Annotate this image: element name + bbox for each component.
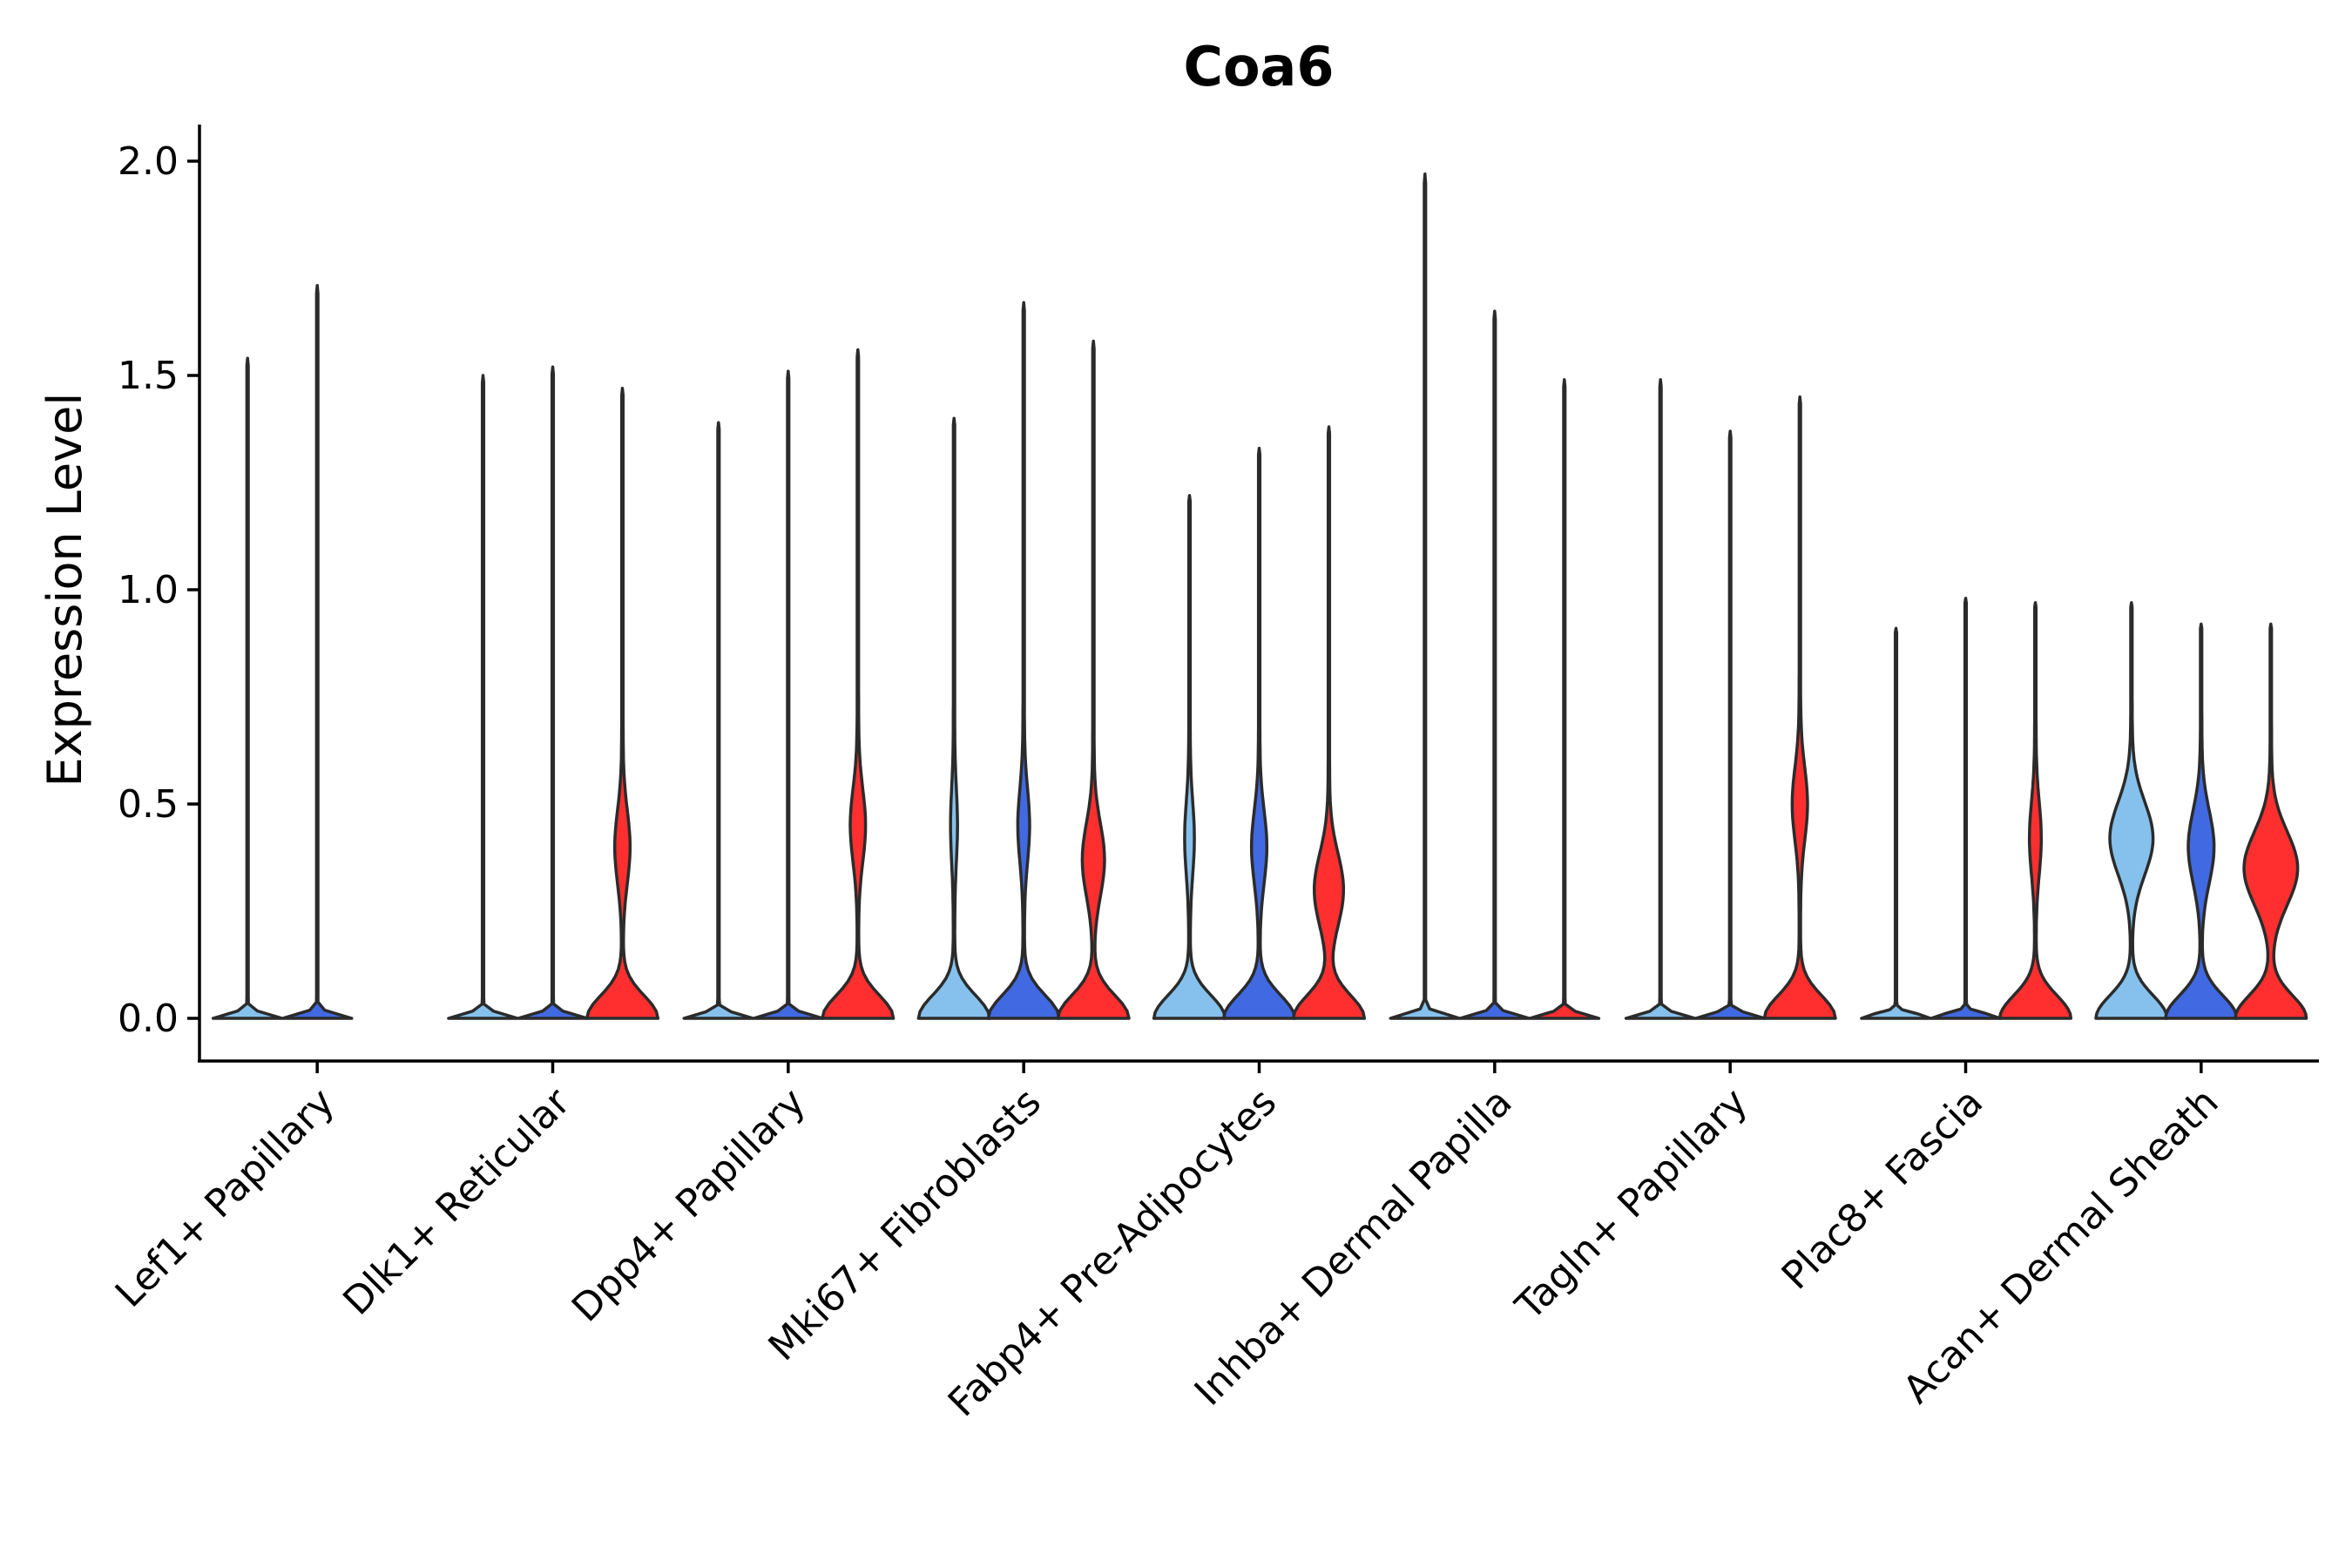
violin-8-2 xyxy=(1930,597,2002,1020)
x-tick-label: Dlk1+ Reticular xyxy=(335,1079,579,1324)
violin-4-3 xyxy=(1056,339,1131,1020)
violin-2-2 xyxy=(517,365,589,1020)
y-ticks: 0.0 0.5 1.0 1.5 2.0 xyxy=(118,139,199,1041)
violin-2-1 xyxy=(447,374,519,1020)
chart-title: Coa6 xyxy=(1183,35,1334,98)
violin-layer xyxy=(211,172,2308,1020)
violin-2-3 xyxy=(585,387,660,1020)
violin-7-2 xyxy=(1693,429,1767,1020)
violin-1-1 xyxy=(211,356,284,1020)
y-tick-label: 1.0 xyxy=(118,568,179,612)
violin-3-3 xyxy=(821,348,896,1020)
violin-7-3 xyxy=(1762,395,1837,1020)
x-tick-label: Lef1+ Papillary xyxy=(107,1080,343,1316)
y-tick-label: 0.5 xyxy=(118,782,179,827)
violin-8-3 xyxy=(1997,601,2073,1020)
violin-4-1 xyxy=(916,416,991,1020)
y-tick-label: 1.5 xyxy=(118,354,179,398)
violin-6-1 xyxy=(1389,172,1462,1020)
violin-6-3 xyxy=(1528,378,1601,1020)
violin-3-1 xyxy=(682,421,755,1020)
violin-3-2 xyxy=(752,369,825,1020)
violin-8-1 xyxy=(1860,626,1932,1020)
violin-9-3 xyxy=(2234,622,2308,1020)
violin-1-2 xyxy=(280,283,354,1020)
violin-9-1 xyxy=(2094,601,2169,1020)
y-tick-label: 2.0 xyxy=(118,139,179,184)
violin-5-2 xyxy=(1221,446,1297,1020)
violin-7-1 xyxy=(1624,378,1697,1020)
x-tick-label: Dpp4+ Papillary xyxy=(564,1080,814,1331)
y-tick-label: 0.0 xyxy=(118,997,179,1041)
y-axis-label: Expression Level xyxy=(37,393,92,787)
violin-4-2 xyxy=(986,301,1061,1020)
x-tick-label: Mki67+ Fibroblasts xyxy=(760,1080,1050,1369)
violin-6-2 xyxy=(1458,309,1531,1020)
x-tick-label: Tagln+ Papillary xyxy=(1507,1080,1756,1329)
violin-9-2 xyxy=(2164,622,2239,1020)
x-tick-label: Plac8+ Fascia xyxy=(1774,1080,1992,1299)
violin-5-1 xyxy=(1152,494,1227,1020)
violin-5-3 xyxy=(1291,425,1367,1020)
